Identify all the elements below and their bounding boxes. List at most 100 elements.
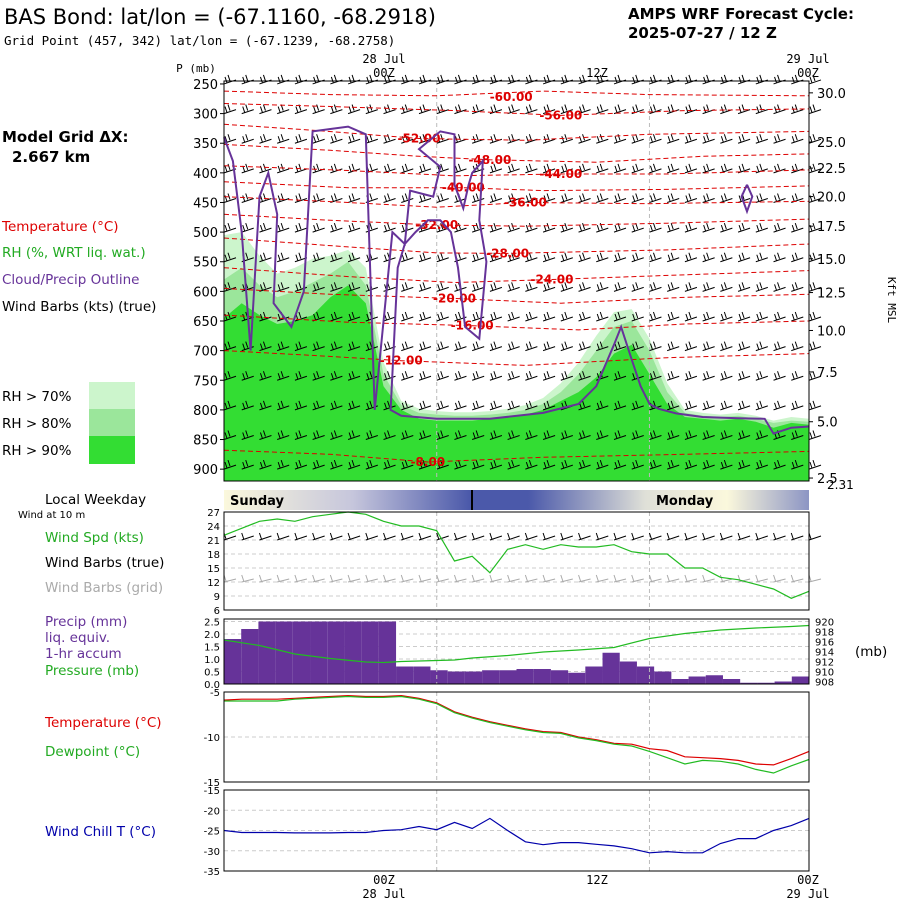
surface-barb-true: [258, 532, 272, 541]
precip-liq-label: liq. equiv.: [45, 630, 110, 646]
wind-barb: [684, 430, 698, 440]
wind-barb: [613, 459, 627, 470]
wind-barb: [277, 341, 290, 352]
wind-barb: [720, 134, 733, 144]
temperature-contour-label: -12.00: [380, 354, 423, 368]
wind-barb: [613, 430, 627, 440]
wind-tick-label: 18: [207, 550, 220, 561]
wind-barb: [613, 104, 627, 115]
wind-barb: [542, 430, 556, 440]
wind-barb: [330, 311, 343, 322]
surface-barb-true: [595, 532, 609, 541]
wind-barb: [294, 371, 308, 381]
wind-barb: [525, 341, 538, 352]
wind-barb: [560, 193, 573, 203]
wind-barb: [277, 193, 290, 203]
wind-barb: [312, 252, 325, 263]
wind-barb: [472, 193, 485, 203]
wind-barb: [755, 222, 768, 233]
wind-barb: [507, 74, 520, 85]
surface-barb-true: [329, 532, 343, 541]
wind-barb: [489, 400, 503, 411]
wind-barb: [365, 252, 378, 263]
wind-barb: [684, 163, 698, 174]
wind-barb: [489, 74, 503, 85]
precip-accum-label: 1-hr accum: [45, 646, 122, 662]
precip-bar: [671, 679, 689, 684]
surface-barb-grid: [365, 574, 378, 583]
precip-bar: [585, 666, 603, 684]
precip-tick-label: 2.0: [204, 630, 220, 641]
chill-tick-label: -25: [204, 827, 220, 838]
temperature-contour-label: -16.00: [451, 319, 494, 333]
wind-barb: [808, 282, 822, 292]
wind-barb: [808, 74, 822, 85]
pressure-tick-label: 916: [815, 638, 834, 649]
height-tick-label: 25.0: [817, 136, 846, 151]
surface-barb-true: [737, 532, 751, 541]
wind-barb: [667, 134, 680, 144]
surface-barb-grid: [613, 574, 627, 583]
precip-bar: [636, 666, 655, 684]
wind-barb: [454, 371, 467, 381]
wind-tick-label: 12: [207, 578, 220, 589]
wind-barb: [596, 163, 609, 174]
wind-barb: [277, 400, 290, 411]
precip-bar: [550, 670, 569, 684]
wind-barb: [684, 282, 698, 292]
wind-speed-label: Wind Spd (kts): [45, 530, 144, 546]
wind-barb: [667, 252, 680, 263]
wind-barb: [347, 163, 361, 174]
wind-barb: [560, 430, 573, 440]
wind-barb: [383, 282, 396, 292]
height-tick-label: 2.5: [817, 472, 838, 487]
wind-barb: [383, 311, 396, 322]
forecast-cycle-line2: 2025-07-27 / 12 Z: [628, 24, 777, 42]
wind-barb: [791, 430, 804, 440]
temperature-contour-label: -52.00: [398, 131, 441, 145]
wind-barb: [383, 371, 396, 381]
wind-barb: [613, 311, 627, 322]
wind-barb: [223, 341, 237, 352]
wind-barb: [383, 430, 396, 440]
wind-barb: [737, 311, 751, 322]
wind-barb: [418, 74, 432, 85]
precip-bar: [602, 652, 620, 684]
wind-barb: [702, 134, 715, 144]
wind-barb: [578, 193, 591, 203]
wind-barb: [347, 430, 361, 440]
wind-barb: [791, 400, 804, 411]
pressure-unit-label: (mb): [855, 644, 887, 660]
temperature-contour-label: -48.00: [468, 153, 511, 167]
wind-barb: [507, 134, 520, 144]
wind-barb: [702, 459, 715, 470]
wind-barb: [613, 134, 627, 144]
precip-bar: [464, 671, 483, 684]
wind-barb: [365, 459, 378, 470]
weekday-bar: [224, 490, 809, 510]
wind-barb: [808, 104, 822, 115]
wind-barb: [613, 193, 627, 203]
temperature-contour-label: -36.00: [504, 195, 547, 209]
surface-barb-grid: [276, 574, 290, 583]
wind-barb: [525, 430, 538, 440]
wind-barb: [507, 193, 520, 203]
wind-barb: [596, 134, 609, 144]
wind-barb: [702, 222, 715, 233]
wind-barb: [418, 282, 432, 292]
wind-barb: [347, 371, 361, 381]
precip-bar: [310, 621, 328, 684]
wind-barb: [489, 311, 503, 322]
wind-barb: [312, 282, 325, 292]
surface-barb-true: [702, 532, 715, 541]
surface-barb-grid: [755, 574, 768, 583]
wind-barb: [684, 341, 698, 352]
wind-barb: [312, 341, 325, 352]
wind-barb: [401, 371, 414, 381]
wind-barb: [702, 252, 715, 263]
wind-barb: [507, 341, 520, 352]
precip-bar: [774, 681, 792, 684]
wind-barb: [259, 74, 272, 85]
temperature-contour: [223, 165, 810, 177]
wind-barb: [720, 459, 733, 470]
